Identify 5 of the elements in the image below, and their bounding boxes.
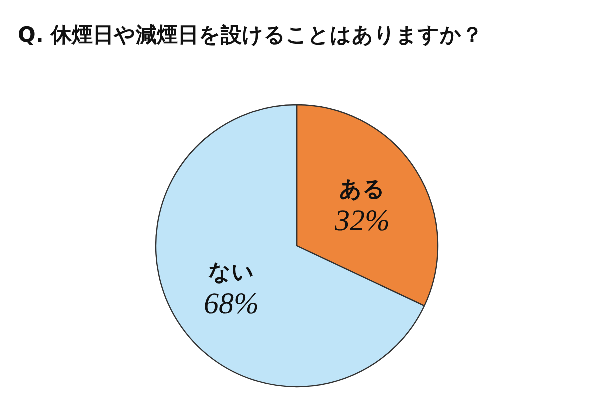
chart-title: Q. 休煙日や減煙日を設けることはありますか？: [18, 23, 484, 47]
slice-label: ある: [339, 177, 386, 202]
slice-label: ない: [208, 260, 255, 286]
data-label: 32%: [334, 204, 390, 238]
data-label: 68%: [204, 288, 260, 321]
